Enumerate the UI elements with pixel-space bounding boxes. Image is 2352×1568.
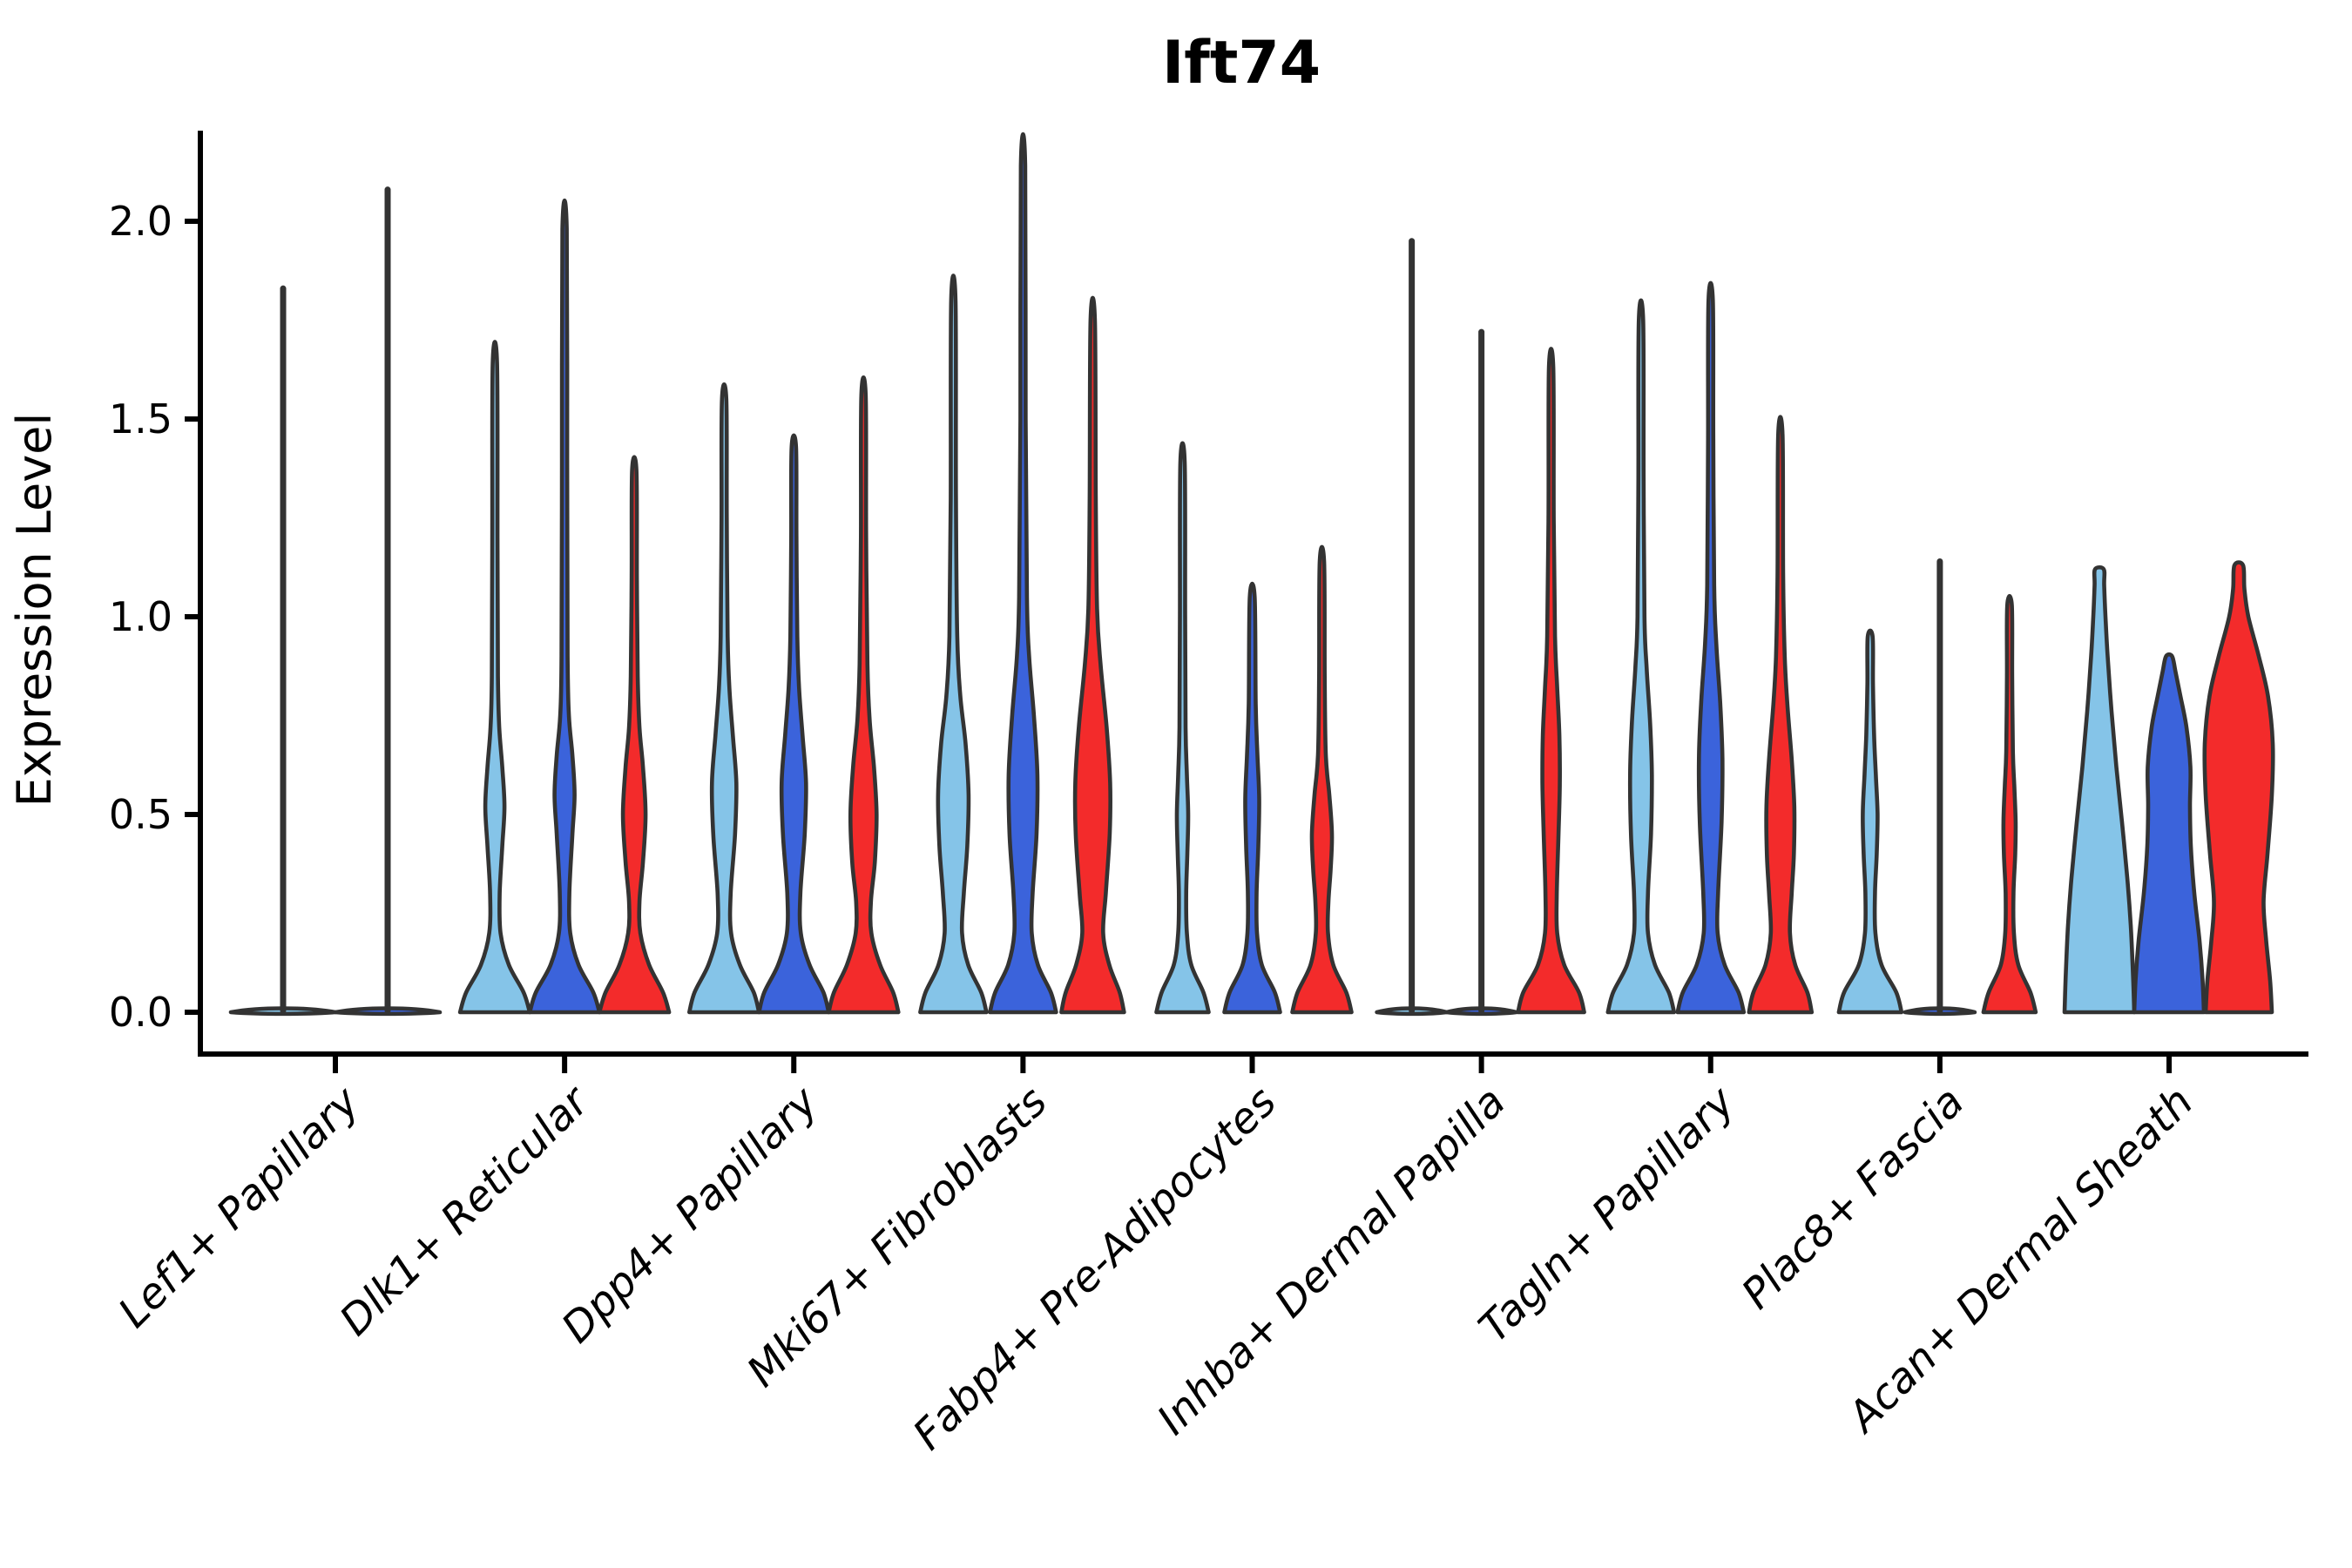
- violin-light_blue: [1605, 298, 1677, 1015]
- violin-dark_blue: [988, 132, 1058, 1015]
- violin-light_blue: [918, 274, 989, 1015]
- violin-red: [1290, 544, 1354, 1015]
- x-tick-label: Tagln+ Papillary: [1470, 1077, 1745, 1352]
- y-tick-label: 0.5: [109, 791, 172, 838]
- y-tick-label: 1.5: [109, 395, 172, 443]
- violin-dark_blue: [2132, 652, 2207, 1015]
- y-axis-label: Expression Level: [7, 413, 62, 808]
- violin-red: [1981, 593, 2038, 1015]
- chart-title: Ift74: [1162, 29, 1321, 98]
- violin-light_blue: [457, 340, 532, 1015]
- y-tick-label: 1.0: [109, 593, 172, 640]
- x-tick-label: Lef1+ Papillary: [109, 1077, 369, 1337]
- x-tick-label: Dlk1+ Reticular: [330, 1076, 600, 1346]
- violin-red: [827, 375, 901, 1015]
- violin-light_blue: [1154, 441, 1211, 1015]
- violin-red: [597, 455, 672, 1015]
- violin-red: [1516, 347, 1586, 1015]
- y-tick-label: 0.0: [109, 989, 172, 1036]
- violin-dark_blue: [527, 198, 602, 1015]
- violin-light_blue: [2062, 564, 2137, 1015]
- y-tick-label: 2.0: [109, 198, 172, 245]
- violins-layer: [228, 132, 2275, 1017]
- x-tick-label: Dpp4+ Papillary: [552, 1077, 828, 1352]
- violin-dark_blue: [1675, 280, 1747, 1015]
- violin-dark_blue: [757, 433, 831, 1015]
- x-tick-label: Fabp4+ Pre-Adipocytes: [903, 1078, 1286, 1460]
- x-tick-label: Plac8+ Fascia: [1733, 1078, 1974, 1319]
- violin-red: [1059, 295, 1126, 1015]
- y-tick-labels: 0.0 0.5 1.0 1.5 2.0: [109, 198, 200, 1036]
- violin-dark_blue: [1222, 581, 1282, 1015]
- violin-red: [1747, 415, 1815, 1015]
- violin-red: [2202, 560, 2275, 1015]
- violin-light_blue: [687, 382, 761, 1015]
- violin-light_blue: [1836, 628, 1904, 1015]
